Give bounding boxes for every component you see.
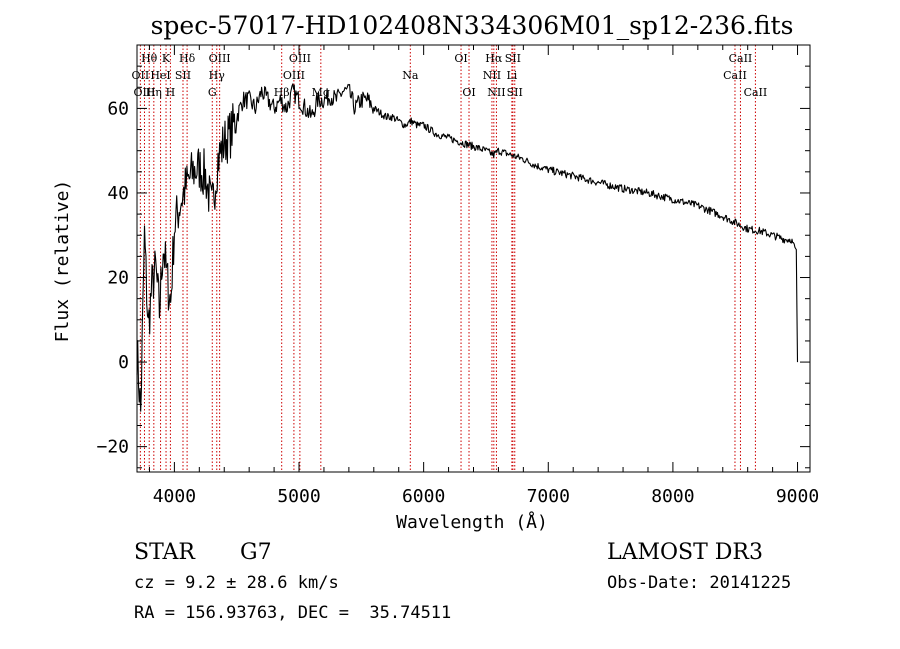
y-tick-label: 40 (107, 183, 129, 204)
object-subclass: G7 (240, 540, 272, 565)
feature-label: K (162, 52, 171, 65)
feature-label: OIII (209, 52, 231, 65)
spectrum-line (136, 83, 799, 412)
feature-label: Hα (485, 52, 503, 65)
x-tick-label: 4000 (153, 486, 196, 507)
feature-label: CaII (729, 52, 753, 65)
y-tick-label: −20 (96, 437, 129, 458)
feature-label: NII (483, 69, 501, 82)
x-tick-label: 5000 (277, 486, 320, 507)
feature-label: SII (175, 69, 191, 82)
redshift-readout: cz = 9.2 ± 28.6 km/s (134, 573, 339, 593)
y-tick-label: 0 (118, 352, 129, 373)
feature-label: CaII (744, 86, 768, 99)
x-tick-label: 9000 (776, 486, 819, 507)
feature-label: OI (462, 86, 475, 99)
plot-frame (136, 44, 811, 473)
feature-label: H (166, 86, 176, 99)
feature-label: Hβ (274, 86, 290, 99)
feature-label: G (208, 86, 217, 99)
feature-label: Hδ (179, 52, 196, 65)
feature-label: Na (402, 69, 419, 82)
survey-name: LAMOST DR3 (607, 540, 763, 565)
feature-label: HeI (150, 69, 170, 82)
x-tick-label: 7000 (527, 486, 570, 507)
feature-label: NII (487, 86, 505, 99)
feature-label: OIII (133, 86, 155, 99)
obs-date: Obs-Date: 20141225 (607, 573, 792, 593)
feature-label: OIII (283, 69, 305, 82)
object-class: STAR (134, 540, 195, 565)
y-tick-label: 20 (107, 268, 129, 289)
feature-label: Hθ (141, 52, 158, 65)
y-tick-label: 60 (107, 98, 129, 119)
chart-title: spec-57017-HD102408N334306M01_sp12-236.f… (151, 11, 794, 40)
y-axis-label: Flux (relative) (52, 180, 73, 343)
feature-label: Hγ (209, 69, 226, 82)
feature-label: Hη (146, 86, 162, 99)
feature-label: OII (132, 69, 150, 82)
x-tick-label: 8000 (651, 486, 694, 507)
feature-label: SII (507, 86, 523, 99)
feature-label: OIII (289, 52, 311, 65)
line-markers (139, 45, 756, 472)
y-axis: −20 0 20 40 60 (96, 44, 810, 469)
feature-label: CaII (723, 69, 747, 82)
feature-label: Li (506, 69, 517, 82)
x-axis: 4000 5000 6000 7000 8000 9000 (148, 45, 819, 507)
x-tick-label: 6000 (402, 486, 445, 507)
x-axis-label: Wavelength (Å) (396, 511, 548, 533)
coordinates: RA = 156.93763, DEC = 35.74511 (134, 603, 452, 623)
feature-label: OI (454, 52, 467, 65)
feature-label: SII (505, 52, 521, 65)
